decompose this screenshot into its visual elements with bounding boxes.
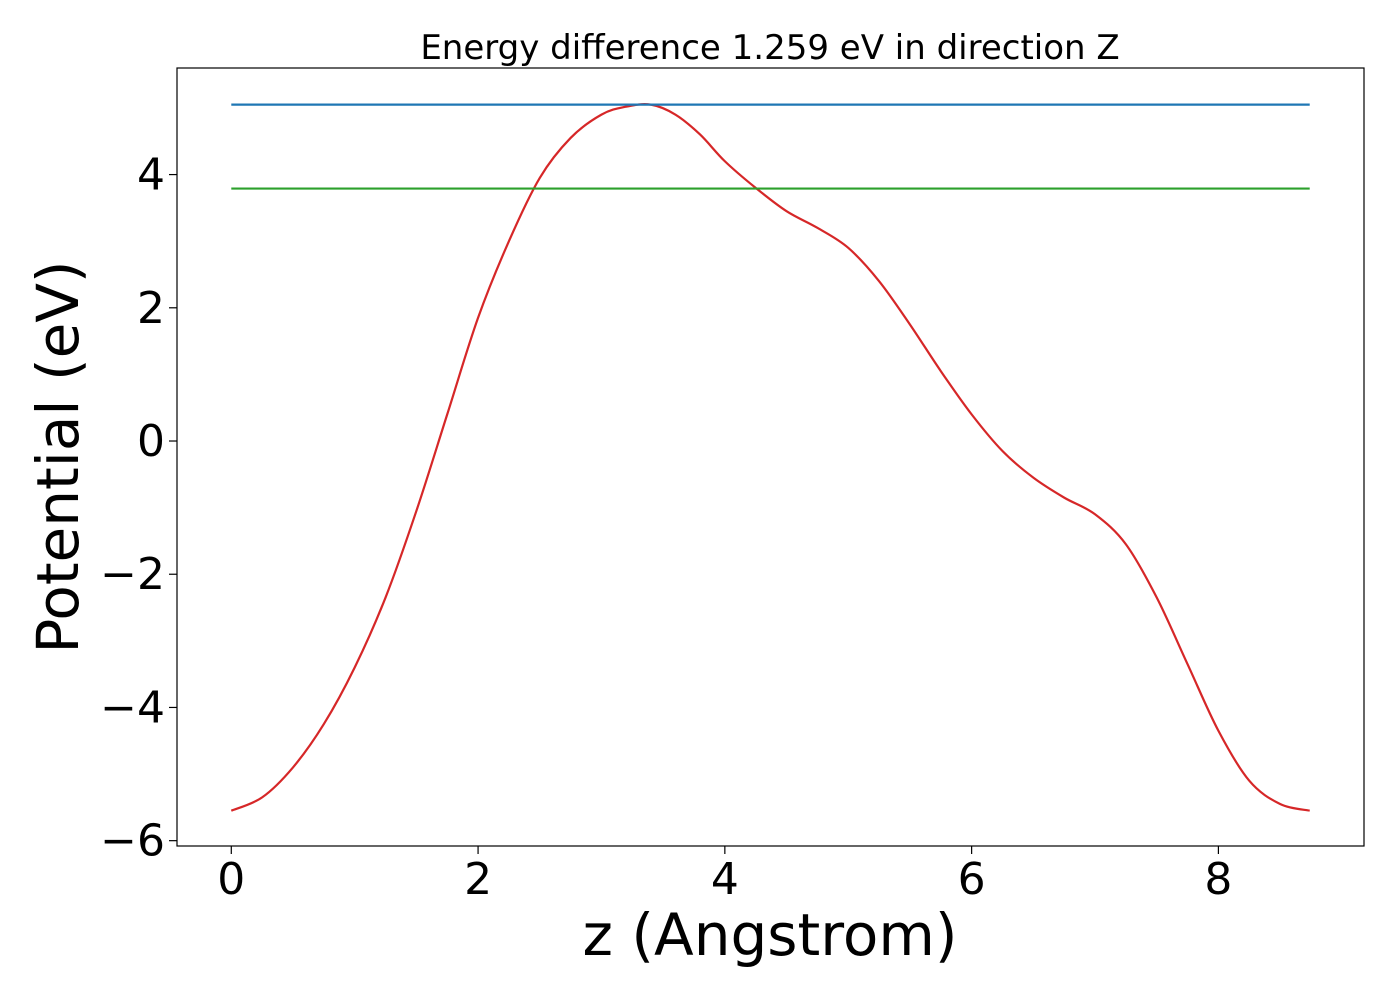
chart-title: Energy difference 1.259 eV in direction … xyxy=(420,28,1119,68)
x-axis-ticks: 0 2 4 6 8 xyxy=(217,846,1232,905)
x-tick-label: 4 xyxy=(711,854,739,905)
y-tick-label: 4 xyxy=(137,150,165,201)
x-tick-label: 2 xyxy=(464,854,492,905)
x-tick-label: 6 xyxy=(958,854,986,905)
y-tick-label: −4 xyxy=(100,682,165,733)
y-tick-label: −2 xyxy=(100,549,165,600)
series-layer xyxy=(230,103,1310,812)
x-axis-label: z (Angstrom) xyxy=(583,901,958,969)
potential-curve xyxy=(230,103,1310,812)
y-axis-ticks: −6 −4 −2 0 2 4 xyxy=(100,150,177,867)
y-tick-label: 2 xyxy=(137,283,165,334)
x-tick-label: 8 xyxy=(1204,854,1232,905)
y-tick-label: −6 xyxy=(100,816,165,867)
x-tick-label: 0 xyxy=(217,854,245,905)
plot-area-frame xyxy=(176,67,1365,847)
y-tick-label: 0 xyxy=(137,416,165,467)
y-axis-label: Potential (eV) xyxy=(24,260,92,653)
